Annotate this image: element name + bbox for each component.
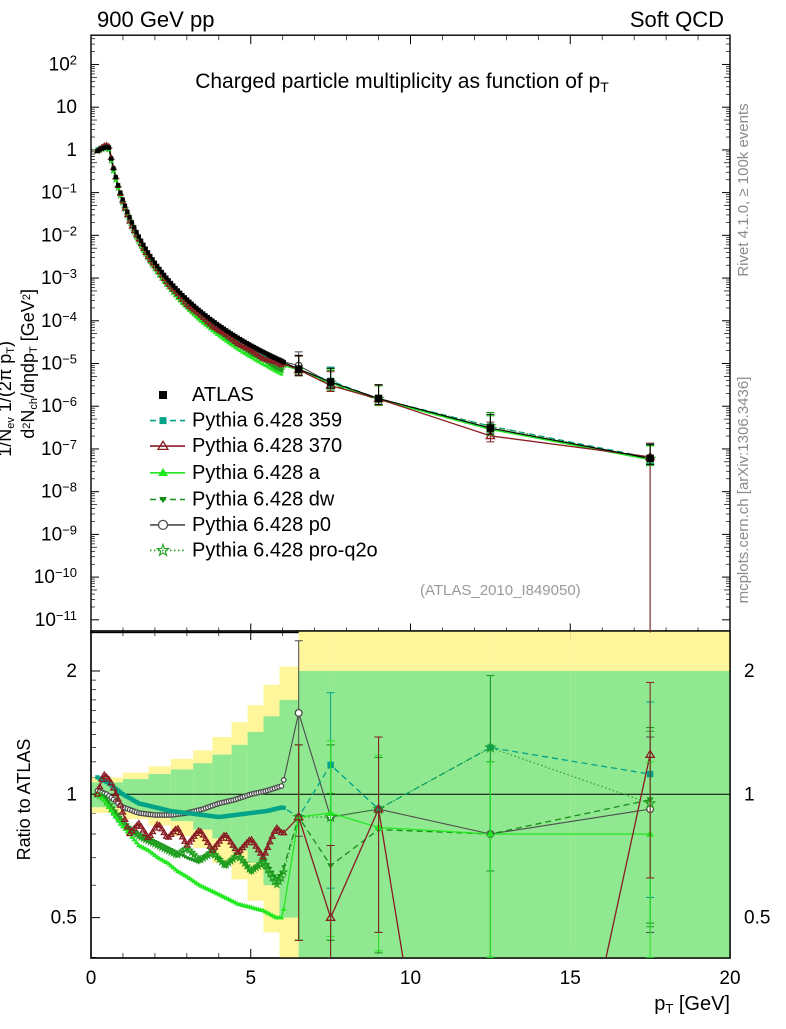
svg-text:Pythia 6.428 370: Pythia 6.428 370 [192, 435, 342, 457]
svg-text:mcplots.cern.ch [arXiv:1306.34: mcplots.cern.ch [arXiv:1306.3436] [735, 377, 752, 604]
svg-text:1: 1 [66, 140, 77, 161]
svg-text:Charged particle multiplicity: Charged particle multiplicity as functio… [195, 70, 609, 95]
svg-text:5: 5 [246, 968, 257, 989]
svg-text:1: 1 [66, 784, 77, 805]
svg-text:Pythia 6.428 p0: Pythia 6.428 p0 [192, 514, 331, 536]
svg-text:1: 1 [744, 784, 755, 805]
svg-text:2: 2 [744, 661, 755, 682]
svg-text:20: 20 [719, 968, 740, 989]
svg-text:ATLAS: ATLAS [192, 384, 254, 406]
svg-text:Pythia 6.428 dw: Pythia 6.428 dw [192, 489, 335, 511]
svg-text:Ratio to ATLAS: Ratio to ATLAS [14, 739, 34, 861]
svg-text:0.5: 0.5 [51, 908, 77, 929]
svg-text:0: 0 [86, 968, 97, 989]
svg-text:(ATLAS_2010_I849050): (ATLAS_2010_I849050) [420, 582, 581, 599]
svg-text:Soft QCD: Soft QCD [630, 7, 724, 32]
svg-text:2: 2 [66, 661, 77, 682]
svg-text:Rivet 4.1.0, ≥ 100k events: Rivet 4.1.0, ≥ 100k events [735, 103, 752, 276]
svg-text:Pythia 6.428 a: Pythia 6.428 a [192, 462, 321, 484]
svg-text:15: 15 [560, 968, 581, 989]
svg-text:d2Nch/dηdpT [GeV2]: d2Nch/dηdpT [GeV2] [18, 289, 40, 439]
svg-text:10: 10 [56, 97, 77, 118]
svg-text:1/Nev 1/(2π pT): 1/Nev 1/(2π pT) [0, 341, 17, 457]
svg-text:900 GeV pp: 900 GeV pp [97, 7, 214, 32]
svg-text:10: 10 [400, 968, 421, 989]
svg-text:0.5: 0.5 [744, 908, 770, 929]
svg-text:Pythia 6.428 359: Pythia 6.428 359 [192, 410, 342, 432]
svg-text:Pythia 6.428 pro-q2o: Pythia 6.428 pro-q2o [192, 539, 378, 561]
